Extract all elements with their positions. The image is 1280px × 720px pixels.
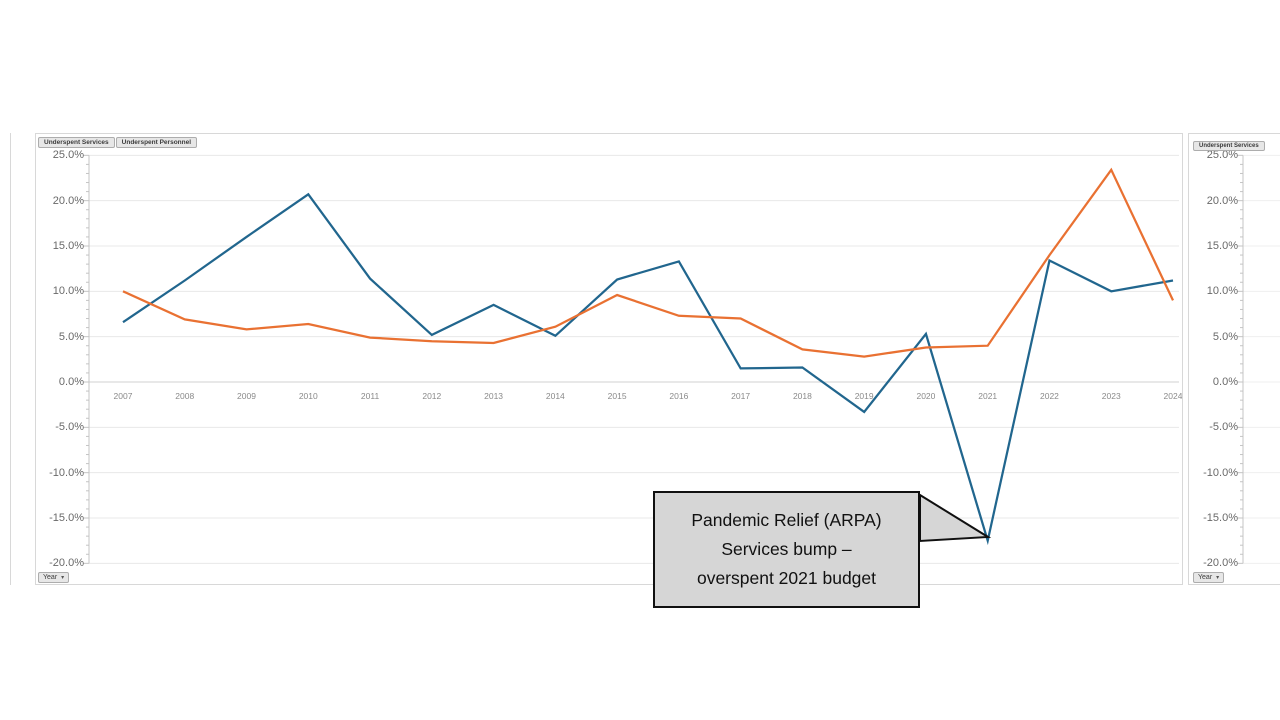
x-axis-label: 2022: [1040, 391, 1059, 401]
x-axis-label: 2009: [237, 391, 256, 401]
x-axis-label: 2015: [607, 391, 627, 401]
x-axis-label: 2017: [731, 391, 751, 401]
axis-field-button-year-2[interactable]: Year ▾: [1193, 572, 1225, 583]
callout-line-2: Services bump –: [721, 539, 852, 559]
callout-annotation[interactable]: Pandemic Relief (ARPA) Services bump – o…: [653, 491, 920, 608]
x-axis-label: 2014: [545, 391, 565, 401]
field-button-underspent-personnel[interactable]: Underspent Personnel: [115, 137, 198, 148]
dropdown-arrow-icon: ▾: [61, 575, 65, 581]
x-axis-label: 2010: [298, 391, 318, 401]
y-axis-label-2: 25.0%: [1206, 149, 1238, 162]
y-axis-label: -5.0%: [55, 421, 84, 434]
y-axis-label: -15.0%: [49, 512, 84, 524]
x-axis-label: 2019: [854, 391, 874, 401]
x-axis-label: 2012: [422, 391, 442, 401]
y-axis-label-2: -20.0%: [1203, 557, 1238, 570]
y-axis-label-2: -5.0%: [1209, 421, 1238, 434]
x-axis-label: 2011: [360, 391, 380, 401]
underspent-personnel-line: [122, 167, 1175, 358]
y-axis-label-2: 5.0%: [1212, 330, 1238, 343]
value-field-button-row: Underspent Services Underspent Personnel: [38, 137, 198, 148]
field-button-underspent-services[interactable]: Underspent Services: [38, 137, 115, 148]
axis-field-button-label: Year: [43, 574, 58, 581]
pivot-chart-main: Underspent Services Underspent Personnel…: [35, 133, 1183, 585]
x-axis-label: 2024: [1163, 391, 1183, 401]
x-axis-label: 2008: [175, 391, 195, 401]
callout-line-1: Pandemic Relief (ARPA): [691, 510, 882, 530]
y-axis-label: 25.0%: [52, 149, 84, 162]
y-axis-label: 10.0%: [52, 285, 84, 298]
x-axis-label: 2007: [113, 391, 133, 401]
callout-line-3: overspent 2021 budget: [696, 568, 877, 588]
y-axis-label-2: 15.0%: [1206, 239, 1238, 252]
plot-area-2: [1237, 154, 1280, 564]
y-axis-label-2: 20.0%: [1206, 194, 1238, 207]
x-axis-label: 2020: [916, 391, 936, 401]
y-axis-label-2: -10.0%: [1203, 466, 1238, 479]
x-axis-label: 2021: [978, 391, 998, 401]
y-axis-label: 20.0%: [52, 194, 84, 207]
y-axis-label-2: -15.0%: [1203, 512, 1238, 524]
underspent-services-line: [122, 192, 1174, 546]
y-axis-label: -20.0%: [49, 557, 84, 570]
callout-pointer: [919, 493, 992, 543]
y-axis-label: 15.0%: [52, 239, 84, 252]
y-axis-label: 0.0%: [58, 376, 84, 388]
cutoff-chart-left-edge: [10, 133, 11, 585]
field-button-underspent-services-2[interactable]: Underspent Services: [1193, 141, 1265, 151]
y-axis-label-2: 0.0%: [1212, 376, 1238, 388]
y-axis-label: 5.0%: [58, 330, 84, 343]
axis-field-button-label-2: Year: [1198, 574, 1213, 581]
pivot-chart-secondary: Underspent Services Year ▾ 25.0% 20.0% 15.…: [1188, 133, 1280, 585]
x-axis-label: 2023: [1101, 391, 1121, 401]
x-axis-label: 2018: [792, 391, 812, 401]
y-axis-label: -10.0%: [49, 466, 84, 479]
axis-field-button-year[interactable]: Year ▾: [38, 572, 70, 583]
y-axis-label-2: 10.0%: [1206, 285, 1238, 298]
dropdown-arrow-icon-2: ▾: [1216, 575, 1220, 581]
value-field-button-row-2: Underspent Services: [1193, 141, 1265, 151]
x-axis-label: 2016: [669, 391, 689, 401]
plot-area: [83, 154, 1179, 564]
x-axis-label: 2013: [484, 391, 504, 401]
